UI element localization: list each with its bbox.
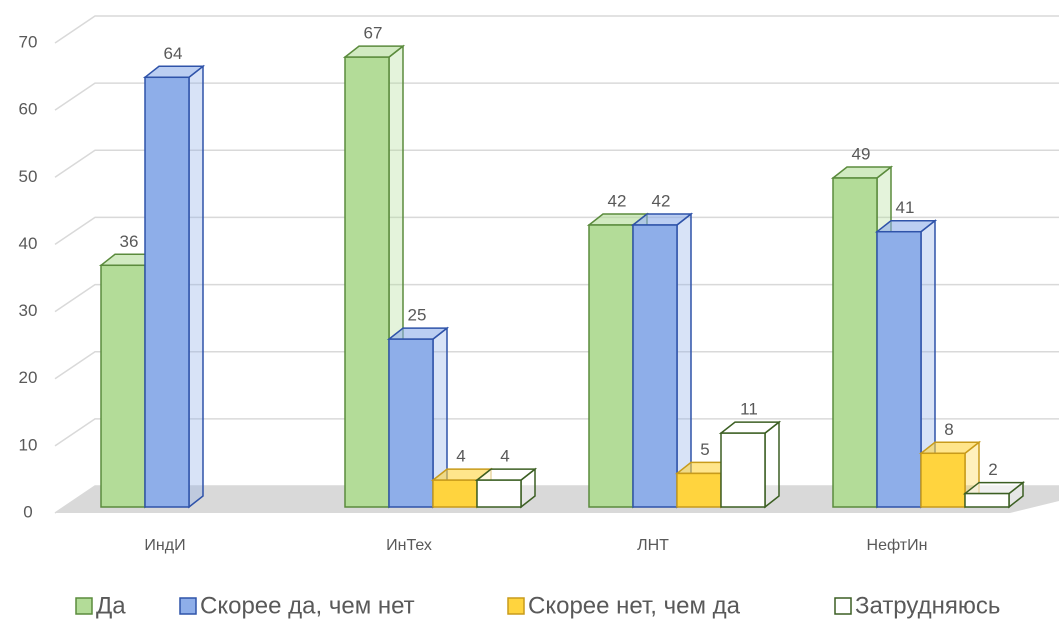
bar-front [632, 224, 678, 508]
bar [918, 440, 982, 509]
bar [962, 481, 1026, 509]
data-label: 11 [740, 400, 758, 419]
x-tick-label: ИнТех [386, 537, 432, 554]
x-tick-label: НефтИн [867, 537, 928, 554]
bar-side [764, 420, 780, 509]
legend-label: Скорее да, чем нет [200, 592, 415, 619]
y-tick-label: 20 [19, 368, 38, 387]
bar-front [344, 56, 390, 508]
y-tick-label: 30 [19, 301, 38, 320]
bar-front [432, 479, 478, 508]
data-label: 4 [456, 447, 465, 466]
bar-side [676, 212, 692, 509]
data-label: 5 [700, 440, 709, 459]
bar [718, 420, 782, 509]
legend-swatch [75, 597, 93, 615]
bar-front [476, 479, 522, 508]
legend-label: Скорее нет, чем да [528, 592, 741, 619]
data-label: 64 [164, 44, 183, 63]
grid-line [54, 15, 1059, 44]
grid-line [54, 283, 1059, 313]
y-tick-label: 0 [23, 502, 32, 521]
data-label: 67 [364, 24, 383, 43]
bar-side [188, 64, 204, 509]
legend-swatch [834, 597, 852, 615]
data-label: 49 [852, 144, 871, 163]
bar-front [920, 452, 966, 508]
legend-swatch [507, 597, 525, 615]
data-label: 36 [120, 232, 139, 251]
legend-swatch [179, 597, 197, 615]
data-label: 41 [896, 198, 915, 217]
bar-front [832, 177, 878, 508]
data-label: 4 [500, 447, 509, 466]
y-tick-label: 60 [19, 100, 38, 119]
data-label: 25 [408, 306, 427, 325]
data-label: 42 [652, 191, 671, 210]
x-tick-label: ЛНТ [637, 537, 669, 554]
bar-front [588, 224, 634, 508]
bar [630, 212, 694, 509]
y-tick-label: 10 [19, 435, 38, 454]
bar [474, 467, 538, 509]
data-label: 2 [988, 460, 997, 479]
grid-line [54, 82, 1059, 111]
data-label: 42 [608, 191, 627, 210]
bar [142, 64, 206, 509]
bar-front [144, 76, 190, 508]
y-tick-label: 70 [19, 32, 38, 51]
bar-front [388, 338, 434, 508]
floor [55, 486, 1059, 513]
legend-label: Да [96, 592, 126, 619]
grid-line [54, 149, 1059, 178]
grid-line [54, 350, 1059, 380]
grid-line [54, 418, 1059, 447]
bar-front [676, 472, 722, 508]
y-tick-label: 40 [19, 234, 38, 253]
grid-line [54, 216, 1059, 246]
bar [874, 219, 938, 509]
legend-label: Затрудняюсь [855, 592, 1000, 619]
bar-front [100, 264, 146, 508]
bar-front [720, 432, 766, 508]
x-tick-label: ИндИ [144, 537, 185, 554]
bar-front [876, 230, 922, 508]
bar-front [964, 492, 1010, 508]
data-label: 8 [944, 420, 953, 439]
y-tick-label: 50 [19, 167, 38, 186]
